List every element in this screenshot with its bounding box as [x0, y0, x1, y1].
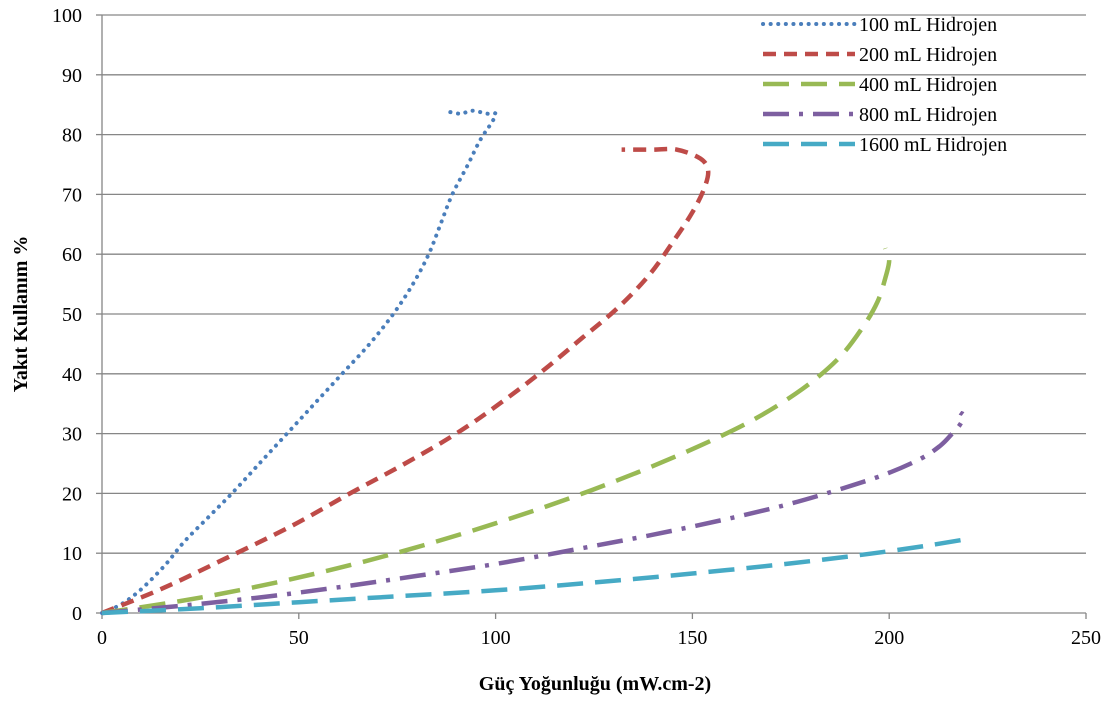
- y-tick-label-5: 50: [62, 304, 82, 326]
- x-tick-label-3: 150: [677, 627, 707, 649]
- y-tick-label-10: 100: [52, 5, 82, 27]
- y-tick-label-6: 60: [62, 244, 82, 266]
- legend-label-0: 100 mL Hidrojen: [859, 14, 997, 36]
- y-tick-label-7: 70: [62, 184, 82, 206]
- y-tick-label-0: 0: [72, 603, 82, 625]
- x-tick-label-4: 200: [874, 627, 904, 649]
- x-tick-label-1: 50: [289, 627, 309, 649]
- legend-label-4: 1600 mL Hidrojen: [859, 134, 1007, 156]
- x-axis-title: Güç Yoğunluğu (mW.cm-2): [479, 673, 711, 695]
- y-tick-label-3: 30: [62, 424, 82, 446]
- x-tick-label-2: 100: [481, 627, 511, 649]
- legend-label-1: 200 mL Hidrojen: [859, 44, 997, 66]
- y-axis-title: Yakıt Kullanım %: [10, 236, 32, 393]
- tick-labels: 0 10 20 30 40 50 60 70 80 90 100 0 50 100 150 200 250: [52, 5, 1101, 649]
- y-tick-label-9: 90: [62, 65, 82, 87]
- y-tick-label-8: 80: [62, 125, 82, 147]
- series-line-2: [102, 248, 889, 613]
- y-tick-label-1: 10: [62, 543, 82, 565]
- series-lines: [102, 111, 972, 613]
- legend-label-3: 800 mL Hidrojen: [859, 104, 997, 126]
- legend-label-2: 400 mL Hidrojen: [859, 74, 997, 96]
- series-line-0: [102, 111, 496, 613]
- y-tick-label-2: 20: [62, 483, 82, 505]
- x-tick-label-0: 0: [97, 627, 107, 649]
- y-tick-label-4: 40: [62, 364, 82, 386]
- series-line-4: [102, 538, 972, 613]
- x-tick-label-5: 250: [1071, 627, 1101, 649]
